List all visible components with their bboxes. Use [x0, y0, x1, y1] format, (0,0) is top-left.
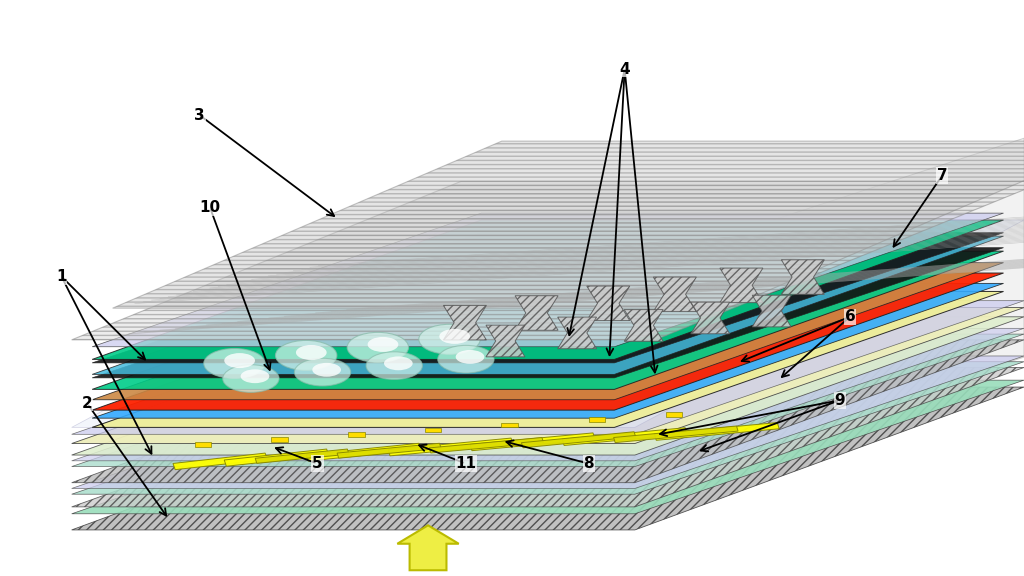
Polygon shape [72, 301, 1024, 434]
Polygon shape [72, 308, 1024, 444]
Polygon shape [92, 263, 1004, 400]
Polygon shape [92, 291, 1004, 427]
Bar [502, 423, 518, 427]
Ellipse shape [437, 346, 494, 373]
Polygon shape [72, 317, 1024, 455]
Polygon shape [443, 305, 486, 340]
Text: 6: 6 [845, 309, 855, 324]
Polygon shape [635, 138, 1024, 484]
Polygon shape [72, 328, 1024, 461]
Bar [195, 442, 211, 447]
Text: 9: 9 [835, 393, 845, 408]
Ellipse shape [456, 350, 484, 364]
Text: 1: 1 [56, 269, 67, 284]
Polygon shape [92, 213, 1004, 347]
Text: 11: 11 [456, 456, 476, 471]
Polygon shape [306, 444, 421, 461]
Polygon shape [429, 438, 544, 453]
Ellipse shape [439, 329, 470, 344]
Polygon shape [72, 334, 1024, 467]
Polygon shape [486, 325, 525, 357]
Text: 5: 5 [312, 456, 323, 471]
Polygon shape [92, 283, 1004, 418]
Polygon shape [753, 295, 792, 327]
Ellipse shape [368, 337, 398, 352]
Text: 2: 2 [82, 396, 92, 411]
Polygon shape [72, 367, 1024, 507]
Polygon shape [92, 220, 1004, 359]
Text: 8: 8 [584, 456, 594, 471]
Polygon shape [515, 295, 558, 330]
Text: 7: 7 [937, 168, 947, 183]
Ellipse shape [224, 353, 255, 368]
Bar [425, 427, 441, 432]
Polygon shape [92, 248, 1004, 378]
Polygon shape [613, 426, 738, 442]
Ellipse shape [347, 332, 409, 362]
Polygon shape [72, 356, 1024, 488]
Polygon shape [720, 268, 763, 302]
Ellipse shape [384, 357, 413, 370]
Polygon shape [654, 423, 779, 440]
Polygon shape [562, 428, 687, 445]
Polygon shape [388, 438, 513, 456]
Polygon shape [691, 302, 730, 334]
Ellipse shape [312, 363, 341, 377]
Ellipse shape [241, 369, 269, 383]
Bar [589, 417, 605, 422]
Bar [348, 433, 365, 437]
Polygon shape [72, 340, 1024, 483]
Ellipse shape [295, 358, 350, 386]
Polygon shape [92, 236, 1004, 374]
Polygon shape [781, 260, 824, 294]
Polygon shape [72, 181, 1024, 340]
Polygon shape [587, 286, 630, 321]
Ellipse shape [419, 324, 480, 354]
Polygon shape [92, 273, 1004, 410]
Polygon shape [72, 220, 1024, 427]
Ellipse shape [296, 345, 327, 360]
Polygon shape [625, 310, 664, 341]
Polygon shape [72, 380, 1024, 514]
Text: 3: 3 [195, 108, 205, 123]
Text: 4: 4 [620, 62, 630, 77]
Ellipse shape [367, 352, 423, 380]
Polygon shape [470, 433, 595, 450]
Polygon shape [337, 444, 441, 458]
Ellipse shape [223, 365, 279, 392]
Ellipse shape [275, 340, 337, 370]
Ellipse shape [204, 348, 265, 378]
Polygon shape [558, 317, 597, 349]
Polygon shape [92, 233, 1004, 363]
Polygon shape [92, 251, 1004, 389]
Text: 10: 10 [200, 200, 220, 215]
Polygon shape [255, 449, 349, 463]
Bar [666, 412, 682, 417]
Polygon shape [397, 525, 459, 570]
Polygon shape [224, 449, 329, 466]
Polygon shape [72, 387, 1024, 530]
Polygon shape [173, 453, 267, 469]
Polygon shape [521, 432, 636, 448]
Polygon shape [653, 277, 696, 312]
Bar [271, 437, 288, 442]
Polygon shape [72, 362, 1024, 494]
Polygon shape [113, 141, 1024, 308]
